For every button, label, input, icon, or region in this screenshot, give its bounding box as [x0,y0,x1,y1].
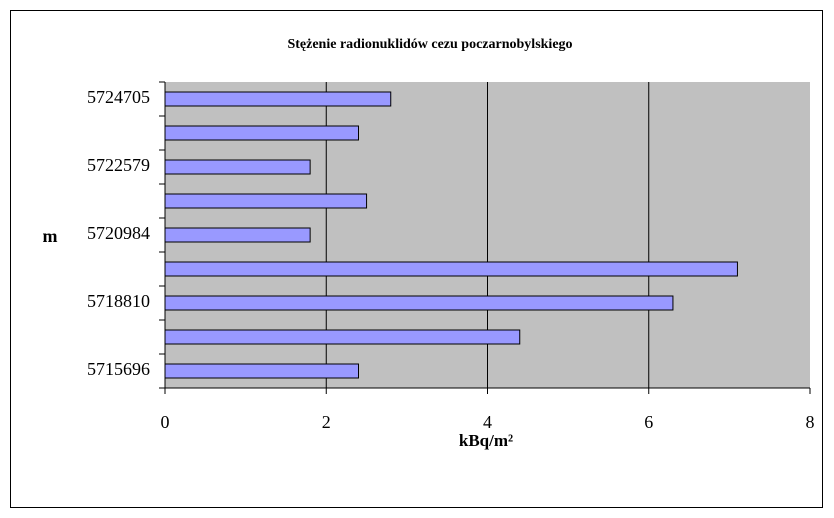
x-tick-label: 0 [161,412,170,432]
y-tick-label: 5722579 [87,155,150,175]
x-tick-label: 6 [644,412,653,432]
y-tick-label: 5718810 [87,291,150,311]
bar [164,261,738,277]
bar [164,295,674,311]
x-tick-label: 2 [322,412,331,432]
bar [164,329,521,345]
bar [164,363,359,379]
chart-title: Stężenie radionuklidów cezu poczarnobyls… [287,37,572,52]
bar [164,125,359,141]
y-tick-label: 5724705 [87,87,150,107]
x-axis-label: kBq/m² [459,431,513,450]
x-tick-label: 4 [483,412,492,432]
bar [164,227,311,243]
bar [164,193,368,209]
x-tick-label: 8 [806,412,815,432]
y-tick-label: 5720984 [87,223,150,243]
y-axis-label: m [43,226,58,246]
bar [164,91,392,107]
bar [164,159,311,175]
y-tick-label: 5715696 [87,359,150,379]
